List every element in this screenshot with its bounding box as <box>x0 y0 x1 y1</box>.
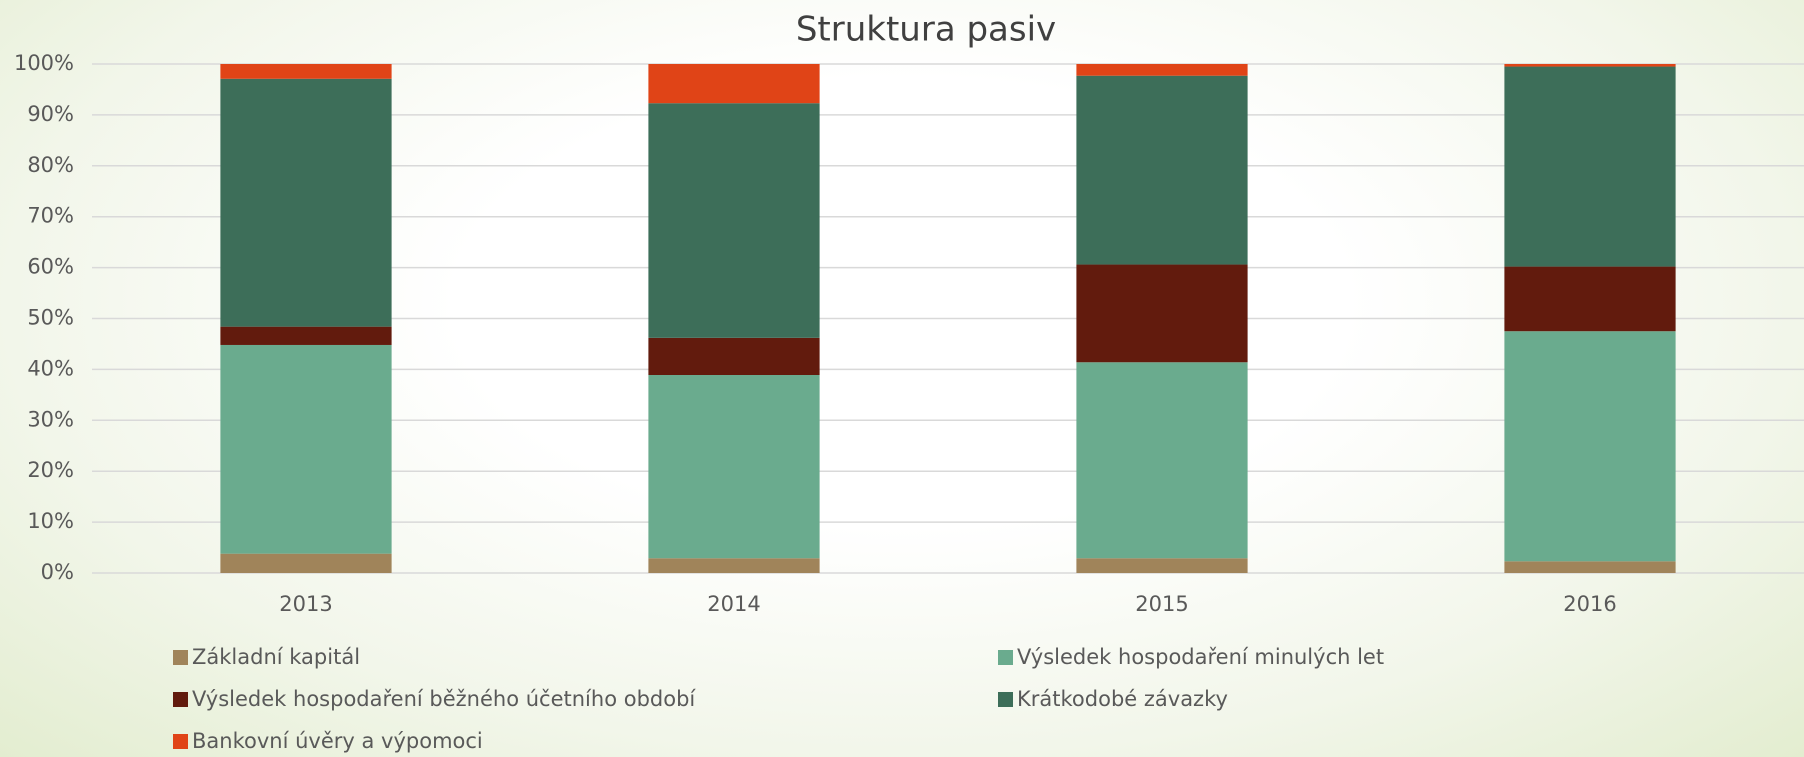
bar-segment <box>1076 558 1248 573</box>
x-tick-label: 2015 <box>1135 592 1188 616</box>
bar-segment <box>220 326 392 345</box>
bar-segment <box>1076 362 1248 559</box>
y-tick-label: 40% <box>27 356 74 380</box>
legend-label: Základní kapitál <box>192 645 360 669</box>
x-tick-label: 2013 <box>279 592 332 616</box>
y-tick-label: 90% <box>27 102 74 126</box>
bar-segment <box>648 337 820 375</box>
legend-label: Výsledek hospodaření minulých let <box>1017 645 1384 669</box>
y-tick-label: 20% <box>27 458 74 482</box>
bar-segment <box>648 103 820 338</box>
bar-segment <box>1504 266 1676 332</box>
y-tick-label: 80% <box>27 153 74 177</box>
bar-segment <box>1504 331 1676 562</box>
bar-segment <box>648 374 820 559</box>
legend-swatch <box>173 734 188 749</box>
legend-swatch <box>998 692 1013 707</box>
legend-swatch <box>173 650 188 665</box>
y-tick-label: 0% <box>41 560 74 584</box>
bar-segment <box>220 78 392 327</box>
legend-label: Výsledek hospodaření běžného účetního ob… <box>192 687 696 711</box>
y-tick-label: 100% <box>14 51 74 75</box>
bar-segment <box>220 553 392 573</box>
y-tick-label: 50% <box>27 306 74 330</box>
bar-segment <box>1504 64 1676 67</box>
bar-segment <box>220 344 392 554</box>
bar-segment <box>1076 64 1248 76</box>
bar-segment <box>1504 561 1676 573</box>
y-tick-label: 30% <box>27 407 74 431</box>
bar-segment <box>1076 75 1248 265</box>
legend-swatch <box>998 650 1013 665</box>
bar-segment <box>220 64 392 79</box>
bar-segment <box>648 64 820 104</box>
y-tick-label: 60% <box>27 255 74 279</box>
x-tick-label: 2016 <box>1563 592 1616 616</box>
y-tick-label: 70% <box>27 204 74 228</box>
bar-segment <box>648 558 820 573</box>
legend-label: Bankovní úvěry a výpomoci <box>192 729 483 753</box>
x-tick-label: 2014 <box>707 592 760 616</box>
y-tick-label: 10% <box>27 509 74 533</box>
bar-segment <box>1076 264 1248 363</box>
legend-swatch <box>173 692 188 707</box>
chart-title: Struktura pasiv <box>796 10 1056 50</box>
legend-label: Krátkodobé závazky <box>1017 687 1228 711</box>
bar-segment <box>1504 66 1676 267</box>
